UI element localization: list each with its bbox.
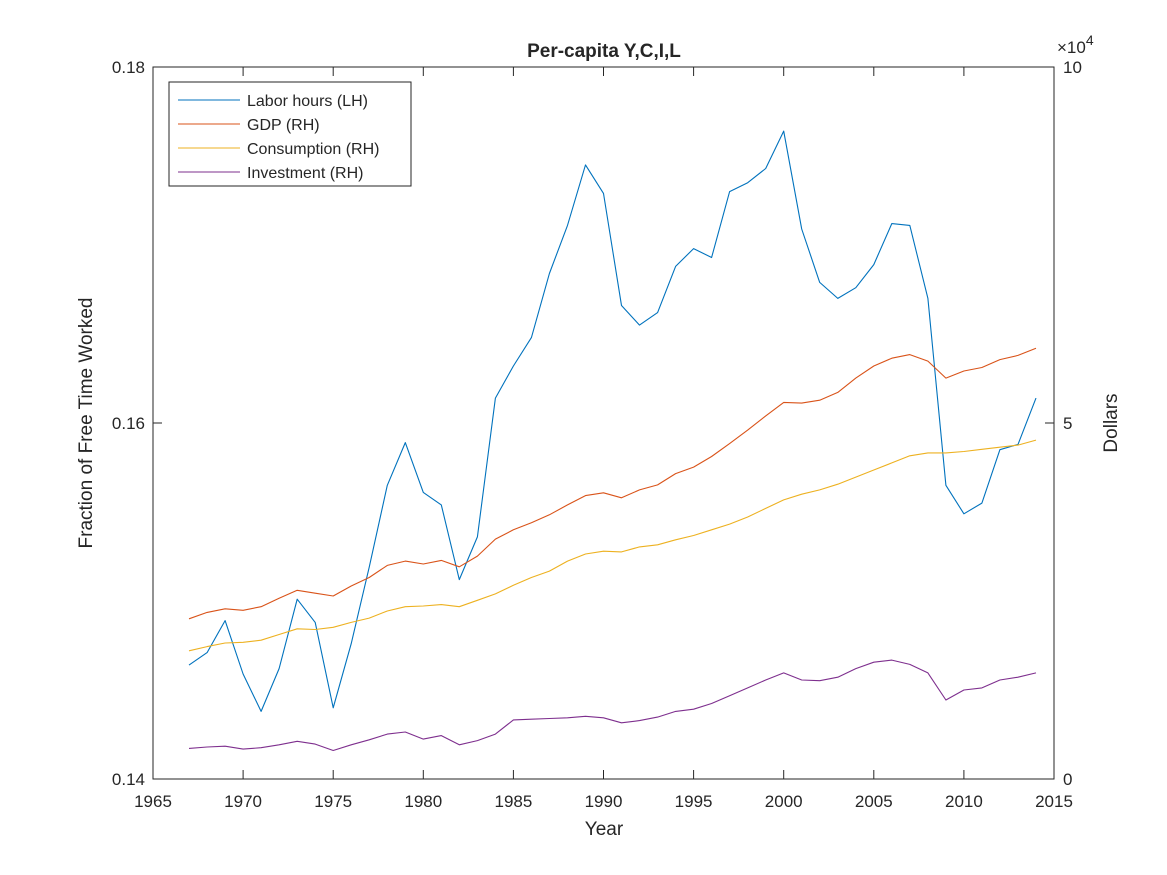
left-y-tick-label: 0.16	[112, 414, 145, 433]
x-tick-label: 1970	[224, 792, 262, 811]
exponent-power: 4	[1086, 32, 1094, 48]
right-y-axis-label: Dollars	[1101, 393, 1122, 452]
legend-label-labor-hours-lh: Labor hours (LH)	[247, 93, 368, 110]
x-axis-label: Year	[585, 819, 624, 840]
chart-title: Per-capita Y,C,I,L	[527, 41, 681, 62]
legend-label-gdp-rh: GDP (RH)	[247, 117, 320, 134]
x-tick-label: 1985	[494, 792, 532, 811]
x-tick-label: 1990	[585, 792, 623, 811]
left-y-tick-label: 0.18	[112, 58, 145, 77]
right-y-tick-label: 0	[1063, 770, 1072, 789]
exponent-base: ×10	[1057, 38, 1086, 57]
x-tick-label: 2010	[945, 792, 983, 811]
series-line-gdp-rh	[188, 347, 1037, 620]
right-axis-exponent-label: ×104	[1057, 32, 1094, 57]
series-line-labor-hours-lh	[188, 130, 1037, 712]
legend-label-consumption-rh: Consumption (RH)	[247, 141, 379, 158]
data-series	[188, 130, 1037, 752]
left-y-axis-label: Fraction of Free Time Worked	[76, 298, 97, 549]
series-line-investment-rh	[188, 659, 1037, 752]
left-y-tick-label: 0.14	[112, 770, 145, 789]
axes: 1965 1970 1975 1980 1985 1990 1995 2000 2005 2010…	[112, 58, 1082, 811]
x-tick-label: 1995	[675, 792, 713, 811]
x-tick-label: 1965	[134, 792, 172, 811]
right-y-tick-label: 5	[1063, 414, 1072, 433]
x-tick-label: 2000	[765, 792, 803, 811]
x-tick-label: 2005	[855, 792, 893, 811]
series-line-consumption-rh	[188, 439, 1037, 652]
legend-box	[168, 81, 412, 187]
x-tick-label: 2015	[1035, 792, 1073, 811]
legend-label-investment-rh: Investment (RH)	[247, 165, 363, 182]
x-tick-label: 1975	[314, 792, 352, 811]
x-tick-label: 1980	[404, 792, 442, 811]
legend: Labor hours (LH) GDP (RH) Consumption (RH)…	[168, 81, 412, 187]
right-y-tick-label: 10	[1063, 58, 1082, 77]
